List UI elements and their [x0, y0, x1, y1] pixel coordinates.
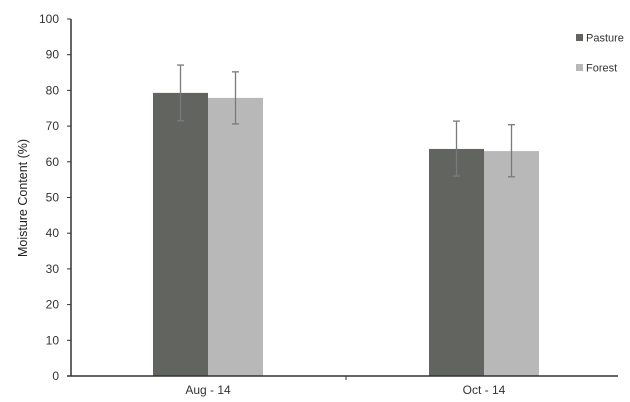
- legend: Pasture Forest: [576, 33, 624, 75]
- y-tick-label: 70: [46, 119, 60, 133]
- bar-forest-1: [484, 151, 539, 376]
- x-tick-label: Aug - 14: [185, 383, 231, 397]
- y-tick-label: 80: [46, 83, 60, 97]
- bar-forest-0: [208, 97, 263, 376]
- x-tick-label: Oct - 14: [463, 383, 506, 397]
- y-tick-label: 100: [39, 12, 59, 26]
- y-tick-label: 60: [46, 155, 60, 169]
- y-tick-label: 10: [46, 333, 60, 347]
- y-tick-label: 0: [52, 369, 59, 383]
- bar-pasture-0: [153, 92, 208, 377]
- legend-swatch-pasture: [576, 34, 583, 41]
- y-tick-label: 90: [46, 48, 60, 62]
- y-tick-label: 40: [46, 226, 60, 240]
- y-tick-label: 30: [46, 262, 60, 276]
- y-tick-label: 20: [46, 298, 60, 312]
- legend-label-pasture: Pasture: [586, 33, 624, 45]
- y-axis-ticks: 0 10 20 30 40 50 60 70 80 90 100: [39, 12, 71, 383]
- bar-pasture-1: [429, 148, 484, 376]
- x-axis-labels: Aug - 14 Oct - 14: [185, 383, 505, 397]
- y-tick-label: 50: [46, 191, 60, 205]
- legend-swatch-forest: [576, 64, 583, 71]
- y-axis-title: Moisture Content (%): [16, 139, 30, 257]
- legend-label-forest: Forest: [586, 63, 617, 75]
- bars: [153, 64, 539, 377]
